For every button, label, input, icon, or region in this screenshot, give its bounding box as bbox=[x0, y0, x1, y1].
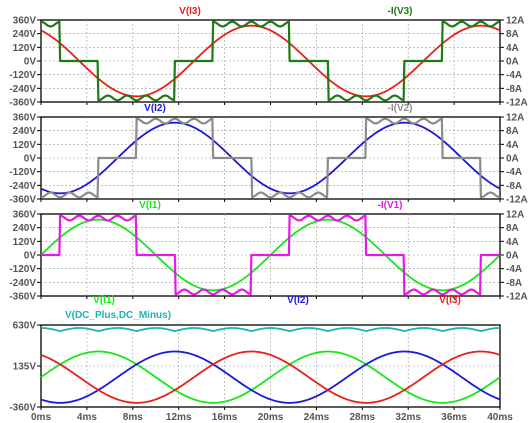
y-tick-label: 360V bbox=[13, 16, 37, 27]
y-tick-label: -240V bbox=[9, 84, 36, 95]
y2-tick-label: 8A bbox=[506, 29, 519, 40]
y-tick-label: 0V bbox=[24, 57, 37, 68]
series-label: -I(V1) bbox=[378, 200, 403, 211]
x-tick-label: 28ms bbox=[350, 412, 376, 423]
x-tick-label: 20ms bbox=[258, 412, 284, 423]
y2-tick-label: -8A bbox=[506, 84, 522, 95]
series-label: -I(V2) bbox=[388, 103, 413, 114]
y2-tick-label: -12A bbox=[506, 98, 528, 109]
y2-tick-label: 12A bbox=[506, 113, 524, 124]
x-tick-label: 8ms bbox=[123, 412, 143, 423]
series-line bbox=[40, 350, 501, 404]
x-tick-label: 12ms bbox=[166, 412, 192, 423]
y-tick-label: 135V bbox=[13, 362, 37, 373]
y2-tick-label: -4A bbox=[506, 264, 522, 275]
y-tick-label: -120V bbox=[9, 167, 36, 178]
y2-tick-label: 12A bbox=[506, 210, 524, 221]
y-tick-label: -240V bbox=[9, 181, 36, 192]
series-label: -I(V3) bbox=[388, 6, 413, 17]
y-tick-label: 0V bbox=[24, 154, 37, 165]
y2-tick-label: 0A bbox=[506, 154, 519, 165]
series-label: V(DC_Plus,DC_Minus) bbox=[65, 310, 171, 321]
y-tick-label: -120V bbox=[9, 264, 36, 275]
series-label: V(I1) bbox=[93, 295, 115, 306]
y2-tick-label: 4A bbox=[506, 43, 519, 54]
series-line bbox=[40, 350, 501, 404]
x-tick-label: 0ms bbox=[31, 412, 51, 423]
series-line bbox=[40, 214, 501, 296]
y-tick-label: -360V bbox=[9, 403, 36, 414]
y2-tick-label: -12A bbox=[506, 292, 528, 303]
y-tick-label: -120V bbox=[9, 70, 36, 81]
y-tick-label: 630V bbox=[13, 321, 37, 332]
y2-tick-label: 4A bbox=[506, 237, 519, 248]
y2-tick-label: 12A bbox=[506, 16, 524, 27]
x-tick-label: 40ms bbox=[487, 412, 513, 423]
y-tick-label: -240V bbox=[9, 278, 36, 289]
y-tick-label: 240V bbox=[13, 29, 37, 40]
y-tick-label: 360V bbox=[13, 113, 37, 124]
y2-tick-label: -4A bbox=[506, 167, 522, 178]
y-tick-label: -360V bbox=[9, 292, 36, 303]
y-tick-label: 0V bbox=[24, 251, 37, 262]
y2-tick-label: 0A bbox=[506, 251, 519, 262]
series-label: V(I3) bbox=[179, 6, 201, 17]
y2-tick-label: -8A bbox=[506, 181, 522, 192]
x-tick-label: 4ms bbox=[77, 412, 97, 423]
series-line bbox=[40, 117, 501, 199]
y2-tick-label: -4A bbox=[506, 70, 522, 81]
x-tick-label: 32ms bbox=[395, 412, 421, 423]
y2-tick-label: 0A bbox=[506, 57, 519, 68]
y-tick-label: 240V bbox=[13, 223, 37, 234]
series-label: V(I1) bbox=[139, 200, 161, 211]
y2-tick-label: 8A bbox=[506, 223, 519, 234]
y-tick-label: 120V bbox=[13, 43, 37, 54]
series-label: V(I2) bbox=[144, 103, 166, 114]
series-line bbox=[40, 20, 501, 102]
y-tick-label: 120V bbox=[13, 237, 37, 248]
x-tick-label: 24ms bbox=[304, 412, 330, 423]
series-label: V(I3) bbox=[439, 295, 461, 306]
y2-tick-label: 4A bbox=[506, 140, 519, 151]
series-label: V(I2) bbox=[287, 295, 309, 306]
y2-tick-label: -8A bbox=[506, 278, 522, 289]
y-tick-label: 240V bbox=[13, 126, 37, 137]
y-tick-label: -360V bbox=[9, 98, 36, 109]
y-tick-label: -360V bbox=[9, 195, 36, 206]
y-tick-label: 360V bbox=[13, 210, 37, 221]
y2-tick-label: 8A bbox=[506, 126, 519, 137]
series-line bbox=[40, 350, 501, 404]
y2-tick-label: -12A bbox=[506, 195, 528, 206]
x-tick-label: 36ms bbox=[441, 412, 467, 423]
x-tick-label: 16ms bbox=[212, 412, 238, 423]
y-tick-label: 120V bbox=[13, 140, 37, 151]
series-line bbox=[40, 327, 501, 333]
